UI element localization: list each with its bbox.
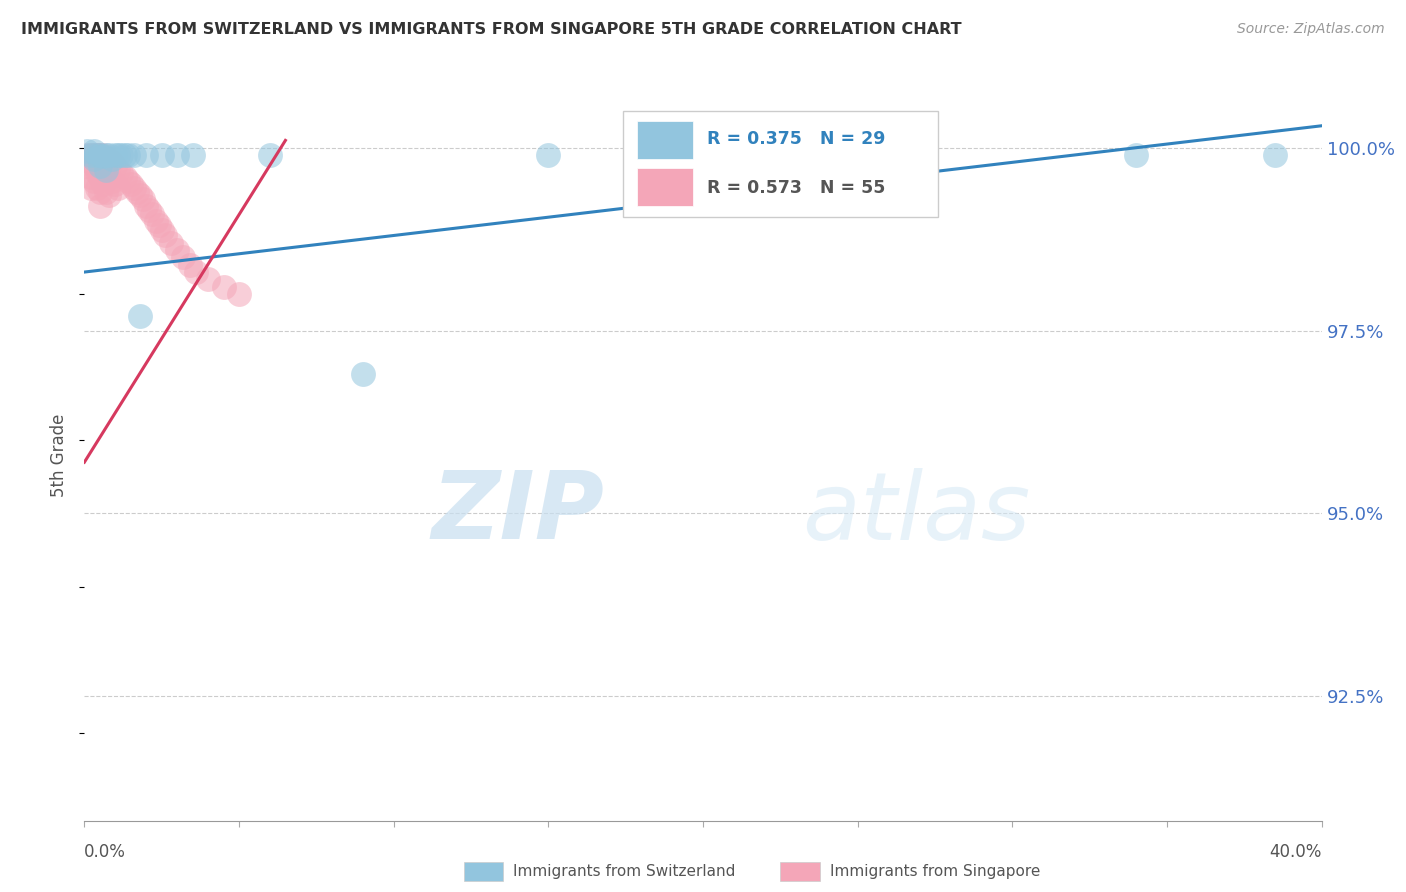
Point	[86, 148, 108, 162]
Point	[89, 155, 111, 169]
Point	[83, 174, 105, 188]
Point	[94, 148, 117, 162]
Point	[79, 181, 101, 195]
FancyBboxPatch shape	[637, 169, 693, 206]
Point	[107, 181, 129, 195]
Point	[138, 202, 160, 217]
Point	[197, 272, 219, 286]
Point	[76, 148, 98, 162]
Point	[166, 148, 188, 162]
Point	[79, 169, 101, 184]
Text: 40.0%: 40.0%	[1270, 843, 1322, 861]
Point	[166, 243, 188, 257]
Point	[89, 159, 111, 173]
Point	[98, 169, 121, 184]
Point	[79, 155, 101, 169]
Point	[141, 206, 163, 220]
Point	[117, 174, 139, 188]
Point	[94, 162, 117, 177]
Point	[86, 181, 108, 195]
Point	[94, 152, 117, 166]
Point	[125, 185, 148, 199]
Point	[135, 148, 157, 162]
Point	[86, 148, 108, 162]
Point	[877, 148, 900, 162]
Point	[104, 178, 127, 192]
Point	[79, 148, 101, 162]
Point	[228, 287, 250, 301]
Point	[129, 188, 152, 202]
Point	[94, 166, 117, 180]
Point	[150, 222, 173, 236]
Point	[148, 218, 170, 232]
Point	[86, 166, 108, 180]
Point	[104, 148, 127, 162]
Point	[122, 148, 145, 162]
Point	[150, 148, 173, 162]
Point	[537, 148, 560, 162]
Point	[122, 181, 145, 195]
Text: atlas: atlas	[801, 468, 1031, 559]
Point	[212, 279, 235, 293]
Text: R = 0.573   N = 55: R = 0.573 N = 55	[707, 179, 886, 197]
Point	[1264, 148, 1286, 162]
Point	[117, 148, 139, 162]
Point	[160, 235, 183, 250]
Point	[89, 169, 111, 184]
Text: R = 0.375   N = 29: R = 0.375 N = 29	[707, 130, 886, 148]
Point	[94, 185, 117, 199]
Point	[91, 178, 114, 192]
Point	[89, 148, 111, 162]
Point	[83, 159, 105, 173]
Point	[172, 251, 194, 265]
Point	[107, 148, 129, 162]
Point	[101, 174, 124, 188]
Point	[184, 265, 207, 279]
Point	[181, 148, 204, 162]
Point	[259, 148, 281, 162]
Point	[91, 148, 114, 162]
Text: Immigrants from Switzerland: Immigrants from Switzerland	[513, 864, 735, 879]
Point	[83, 148, 105, 162]
Point	[91, 149, 114, 163]
Point	[132, 192, 155, 206]
Text: Source: ZipAtlas.com: Source: ZipAtlas.com	[1237, 22, 1385, 37]
Point	[135, 199, 157, 213]
Point	[179, 258, 201, 272]
Point	[114, 148, 136, 162]
Point	[104, 159, 127, 173]
Point	[79, 148, 101, 162]
Point	[98, 148, 121, 162]
FancyBboxPatch shape	[623, 112, 938, 218]
Text: IMMIGRANTS FROM SWITZERLAND VS IMMIGRANTS FROM SINGAPORE 5TH GRADE CORRELATION C: IMMIGRANTS FROM SWITZERLAND VS IMMIGRANT…	[21, 22, 962, 37]
Point	[98, 188, 121, 202]
Point	[1125, 148, 1147, 162]
Point	[129, 309, 152, 323]
Point	[89, 199, 111, 213]
Text: Immigrants from Singapore: Immigrants from Singapore	[830, 864, 1040, 879]
Point	[120, 178, 142, 192]
Point	[101, 152, 124, 166]
Point	[89, 185, 111, 199]
Point	[110, 148, 132, 162]
Point	[101, 155, 124, 169]
Point	[107, 162, 129, 177]
Point	[83, 145, 105, 159]
Point	[91, 162, 114, 177]
Y-axis label: 5th Grade: 5th Grade	[51, 413, 69, 497]
Point	[89, 148, 111, 162]
Point	[114, 169, 136, 184]
Point	[83, 152, 105, 166]
Point	[153, 228, 176, 243]
Point	[352, 368, 374, 382]
Point	[76, 145, 98, 159]
Point	[98, 152, 121, 166]
Point	[145, 214, 167, 228]
Point	[110, 166, 132, 180]
Text: ZIP: ZIP	[432, 467, 605, 559]
FancyBboxPatch shape	[637, 120, 693, 159]
Text: 0.0%: 0.0%	[84, 843, 127, 861]
Point	[76, 159, 98, 173]
